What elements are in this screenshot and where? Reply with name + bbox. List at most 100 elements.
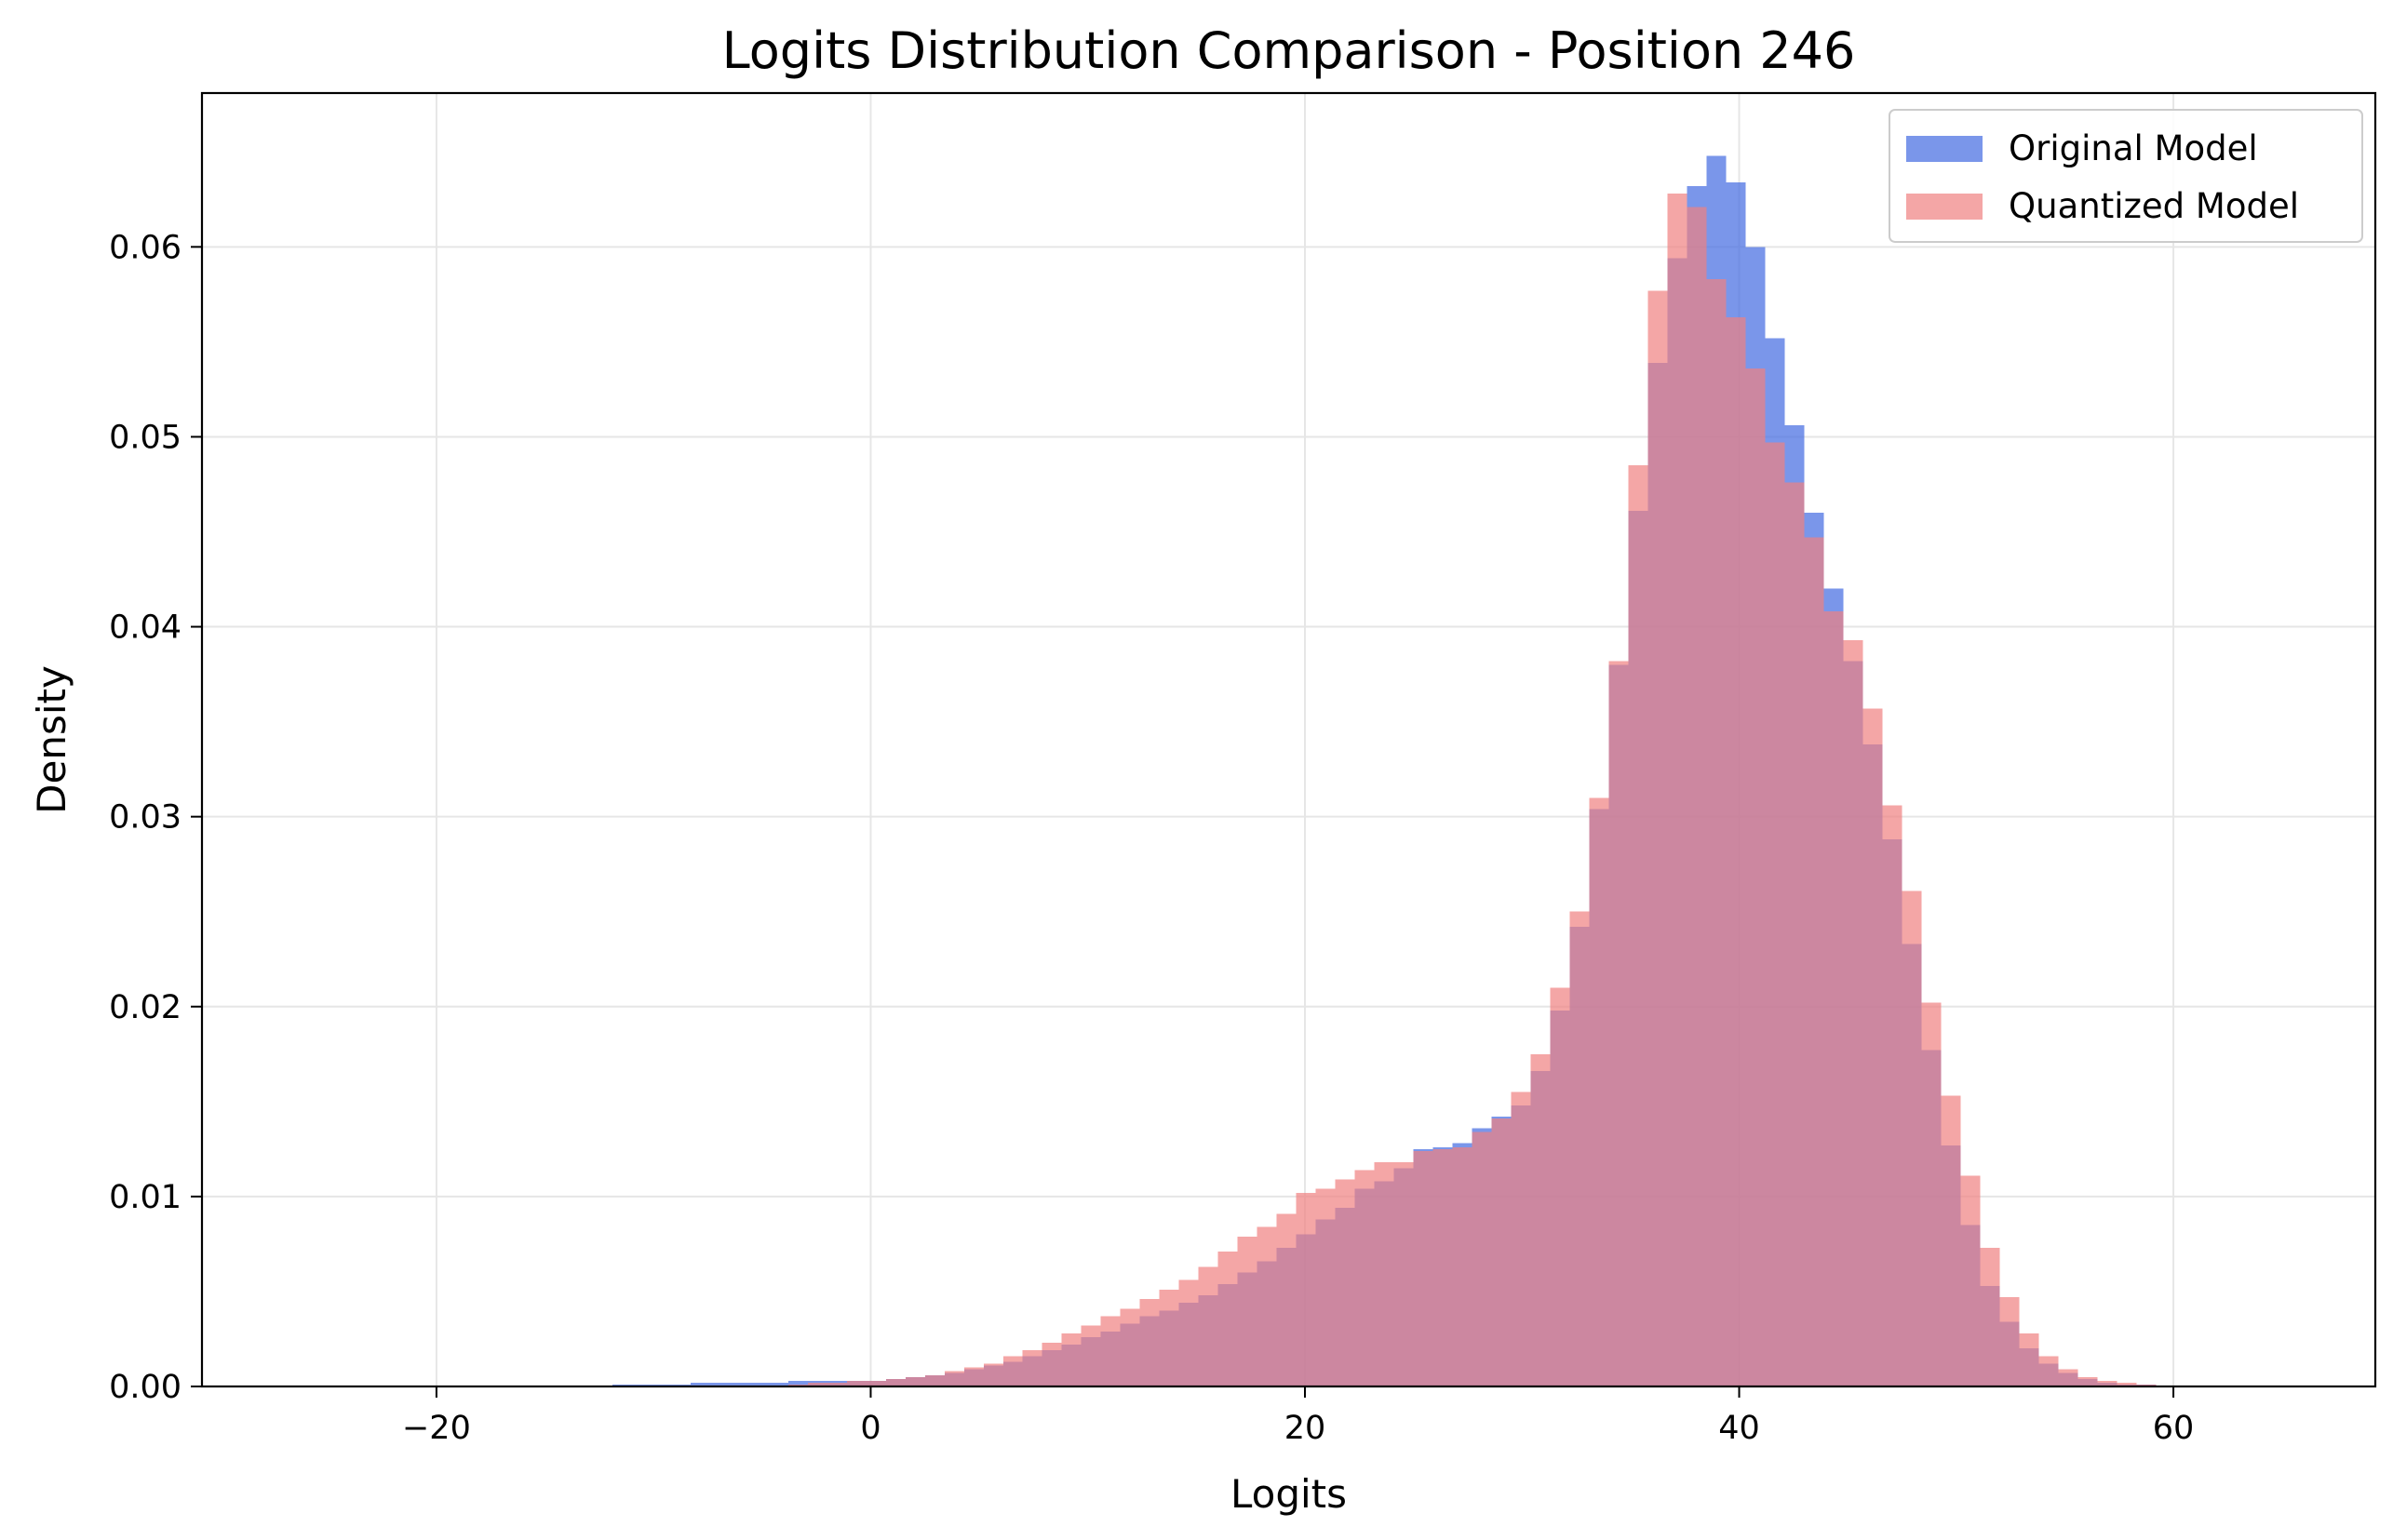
histogram-bar [1530,1053,1551,1386]
histogram-bar [729,1382,749,1386]
series-1-bars [787,194,2157,1387]
histogram-bar [1628,465,1648,1387]
y-tick-label: 0.00 [109,1369,181,1406]
histogram-bar [1022,1350,1042,1386]
histogram-bar [1902,891,1922,1386]
histogram-bar [1354,1170,1375,1386]
histogram-bar [1257,1226,1277,1386]
histogram-bar [2077,1376,2098,1386]
histogram-bar [1784,482,1805,1386]
histogram-bar [1960,1175,1981,1386]
histogram-bar [1745,368,1766,1387]
histogram-bar [1999,1297,2020,1386]
histogram-bar [963,1367,984,1386]
histogram-bar [1823,611,1844,1386]
histogram-bar [866,1380,886,1386]
histogram-bar [846,1380,867,1386]
axes-frame [200,91,2377,1388]
y-tick-label: 0.06 [109,229,181,266]
histogram-bar [1882,805,1902,1386]
legend-swatch [1906,194,1983,220]
histogram-bar [944,1371,964,1386]
histogram-bar [1589,797,1609,1386]
histogram-bar [1804,537,1824,1386]
histogram-bar [787,1380,808,1386]
histogram-bar [1178,1279,1199,1386]
histogram-bar [1413,1150,1433,1386]
histogram-bar [1002,1356,1023,1386]
histogram-bar [1159,1289,1179,1386]
histogram-bar [1198,1266,1218,1386]
histogram-bar [1687,207,1707,1387]
histogram-bar [1726,316,1746,1386]
histogram-bar [1862,708,1883,1386]
histogram-bar [1765,442,1785,1387]
legend: Original Model Quantized Model [1889,109,2363,243]
y-tick-label: 0.01 [109,1179,181,1216]
histogram-bar [827,1382,847,1386]
y-tick-label: 0.03 [109,799,181,837]
histogram-bar [2019,1332,2039,1386]
y-tick-label: 0.04 [109,609,181,647]
x-tick-label: 40 [1718,1410,1760,1447]
histogram-bar [690,1382,710,1386]
histogram-bar [983,1363,1003,1386]
legend-swatch [1906,136,1983,162]
x-tick-label: 60 [2153,1410,2195,1447]
axis-ticks: −20 0 20 40 60 0.00 0.01 0.02 0.03 0.04 0.05 0.06 [109,229,2194,1447]
histogram-bar [1120,1308,1140,1386]
y-axis-label: Density [29,665,74,814]
legend-label: Quantized Model [2009,186,2299,226]
histogram-bar [924,1374,945,1386]
histogram-bar [1042,1343,1062,1386]
histogram-bar [2097,1380,2117,1386]
histogram-bar [1647,290,1668,1386]
histogram-bar [1374,1162,1394,1386]
x-tick-label: 0 [860,1410,881,1447]
histogram-bar [885,1378,906,1386]
histogram-bar [1061,1332,1082,1386]
histogram-bar [1393,1162,1414,1386]
histogram-bar [1667,194,1687,1386]
histogram-bar [1980,1247,2000,1386]
x-axis-label: Logits [1230,1471,1347,1517]
histogram-bar [1569,911,1590,1386]
grid-lines [202,93,2375,1387]
histogram-bar [1706,279,1727,1387]
histogram-bar [1081,1325,1101,1386]
x-tick-label: 20 [1284,1410,1326,1447]
histogram-bar [768,1382,788,1386]
histogram-bar [1550,987,1570,1386]
histogram-bar [1432,1148,1453,1386]
histogram-bar [1511,1091,1531,1386]
histogram-bar [2117,1382,2137,1386]
histogram-bar [1452,1146,1472,1386]
histogram-bar [1921,1002,1942,1386]
histogram-bar [1491,1118,1512,1386]
histogram-bar [2038,1356,2059,1386]
histogram-bar [1608,661,1629,1386]
histogram-bar [1217,1252,1238,1386]
histogram-bar [2058,1369,2078,1386]
legend-label: Original Model [2009,128,2258,168]
histogram-bar [1276,1213,1297,1386]
histogram-bar [1237,1236,1257,1386]
histogram-bar [709,1382,730,1386]
histogram-bar [1296,1192,1316,1386]
chart-title: Logits Distribution Comparison - Positio… [722,21,1856,80]
histogram-bar [748,1382,769,1386]
histogram-bars [612,155,2157,1387]
histogram-bar [1843,639,1863,1386]
histogram-bar [1315,1188,1336,1386]
histogram-bar [807,1382,827,1386]
x-tick-label: −20 [402,1410,471,1447]
histogram-bar [1335,1179,1355,1386]
histogram-bar [1100,1316,1121,1386]
histogram-bar [905,1376,925,1386]
histogram-bar [1139,1299,1160,1386]
histogram-bar [1472,1132,1492,1386]
y-tick-label: 0.05 [109,419,181,456]
y-tick-label: 0.02 [109,989,181,1026]
